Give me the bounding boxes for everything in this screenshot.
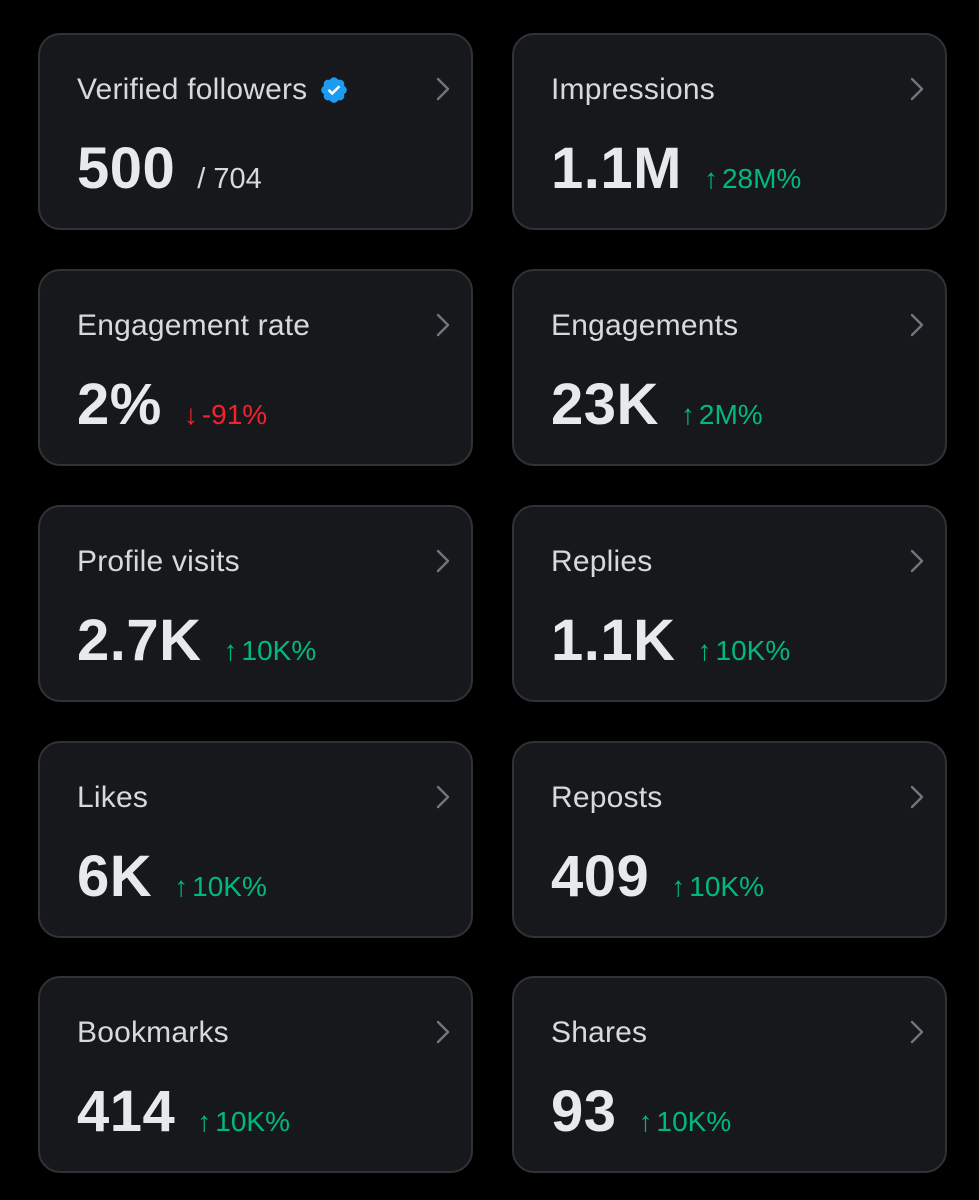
metric-value: 1.1K	[551, 608, 676, 673]
chevron-right-icon[interactable]	[907, 75, 927, 103]
metric-row: 23K ↑ 2M%	[551, 371, 763, 438]
card-label: Replies	[551, 545, 653, 578]
metric-row: 409 ↑ 10K%	[551, 843, 764, 910]
chevron-right-icon[interactable]	[433, 1018, 453, 1046]
metric-value: 6K	[77, 844, 153, 909]
metric-row: 1.1M ↑ 28M%	[551, 135, 801, 202]
metric-total: / 704	[197, 163, 262, 195]
chevron-right-icon[interactable]	[907, 1018, 927, 1046]
chevron-right-icon[interactable]	[907, 783, 927, 811]
card-label: Profile visits	[77, 545, 240, 578]
chevron-right-icon[interactable]	[433, 311, 453, 339]
card-label: Shares	[551, 1016, 648, 1049]
card-label: Verified followers	[77, 73, 349, 107]
metric-value: 2%	[77, 372, 162, 437]
chevron-right-icon[interactable]	[433, 75, 453, 103]
metric-value: 409	[551, 844, 650, 909]
card-profile-visits[interactable]: Profile visits 2.7K ↑ 10K%	[38, 505, 473, 702]
verified-badge-icon	[321, 77, 348, 103]
card-engagement-rate[interactable]: Engagement rate 2% ↓ -91%	[38, 269, 473, 466]
metric-value: 1.1M	[551, 136, 682, 201]
metric-value: 414	[77, 1079, 176, 1144]
card-impressions[interactable]: Impressions 1.1M ↑ 28M%	[512, 33, 947, 230]
card-bookmarks[interactable]: Bookmarks 414 ↑ 10K%	[38, 976, 473, 1173]
metric-change: ↑ 10K%	[197, 1106, 290, 1137]
card-verified-followers[interactable]: Verified followers 500 / 704	[38, 33, 473, 230]
arrow-up-icon: ↑	[703, 163, 718, 194]
metric-value: 93	[551, 1079, 617, 1144]
card-label: Reposts	[551, 781, 663, 814]
metric-change: ↑ 10K%	[638, 1106, 732, 1137]
metric-row: 414 ↑ 10K%	[77, 1078, 290, 1145]
metric-row: 2% ↓ -91%	[77, 371, 267, 438]
card-label: Likes	[77, 781, 149, 814]
metric-change: ↓ -91%	[183, 399, 268, 430]
metric-change: ↑ 10K%	[174, 871, 267, 902]
arrow-up-icon: ↑	[638, 1106, 653, 1137]
chevron-right-icon[interactable]	[907, 547, 927, 575]
arrow-up-icon: ↑	[197, 1106, 212, 1137]
card-engagements[interactable]: Engagements 23K ↑ 2M%	[512, 269, 947, 466]
card-label: Bookmarks	[77, 1016, 229, 1049]
metric-value: 2.7K	[77, 608, 202, 673]
chevron-right-icon[interactable]	[433, 783, 453, 811]
chevron-right-icon[interactable]	[907, 311, 927, 339]
metric-change: ↑ 2M%	[680, 399, 763, 430]
metric-row: 93 ↑ 10K%	[551, 1078, 731, 1145]
metric-row: 1.1K ↑ 10K%	[551, 607, 790, 674]
chevron-right-icon[interactable]	[433, 547, 453, 575]
metric-change: ↑ 10K%	[671, 871, 764, 902]
metric-row: 6K ↑ 10K%	[77, 843, 267, 910]
metric-value: 23K	[551, 372, 659, 437]
metric-row: 500 / 704	[77, 135, 262, 202]
metric-change: ↑ 28M%	[703, 163, 802, 194]
metric-value: 500	[77, 136, 176, 201]
arrow-up-icon: ↑	[174, 871, 189, 902]
card-reposts[interactable]: Reposts 409 ↑ 10K%	[512, 741, 947, 938]
metric-change: ↑ 10K%	[223, 635, 317, 666]
card-label: Impressions	[551, 73, 715, 106]
metric-row: 2.7K ↑ 10K%	[77, 607, 316, 674]
card-shares[interactable]: Shares 93 ↑ 10K%	[512, 976, 947, 1173]
metric-change: ↑ 10K%	[697, 635, 791, 666]
arrow-up-icon: ↑	[223, 635, 238, 666]
arrow-up-icon: ↑	[671, 871, 686, 902]
card-replies[interactable]: Replies 1.1K ↑ 10K%	[512, 505, 947, 702]
arrow-up-icon: ↑	[697, 635, 712, 666]
arrow-up-icon: ↑	[680, 399, 695, 430]
card-likes[interactable]: Likes 6K ↑ 10K%	[38, 741, 473, 938]
card-label: Engagements	[551, 309, 739, 342]
card-label: Engagement rate	[77, 309, 311, 342]
arrow-down-icon: ↓	[183, 399, 198, 430]
